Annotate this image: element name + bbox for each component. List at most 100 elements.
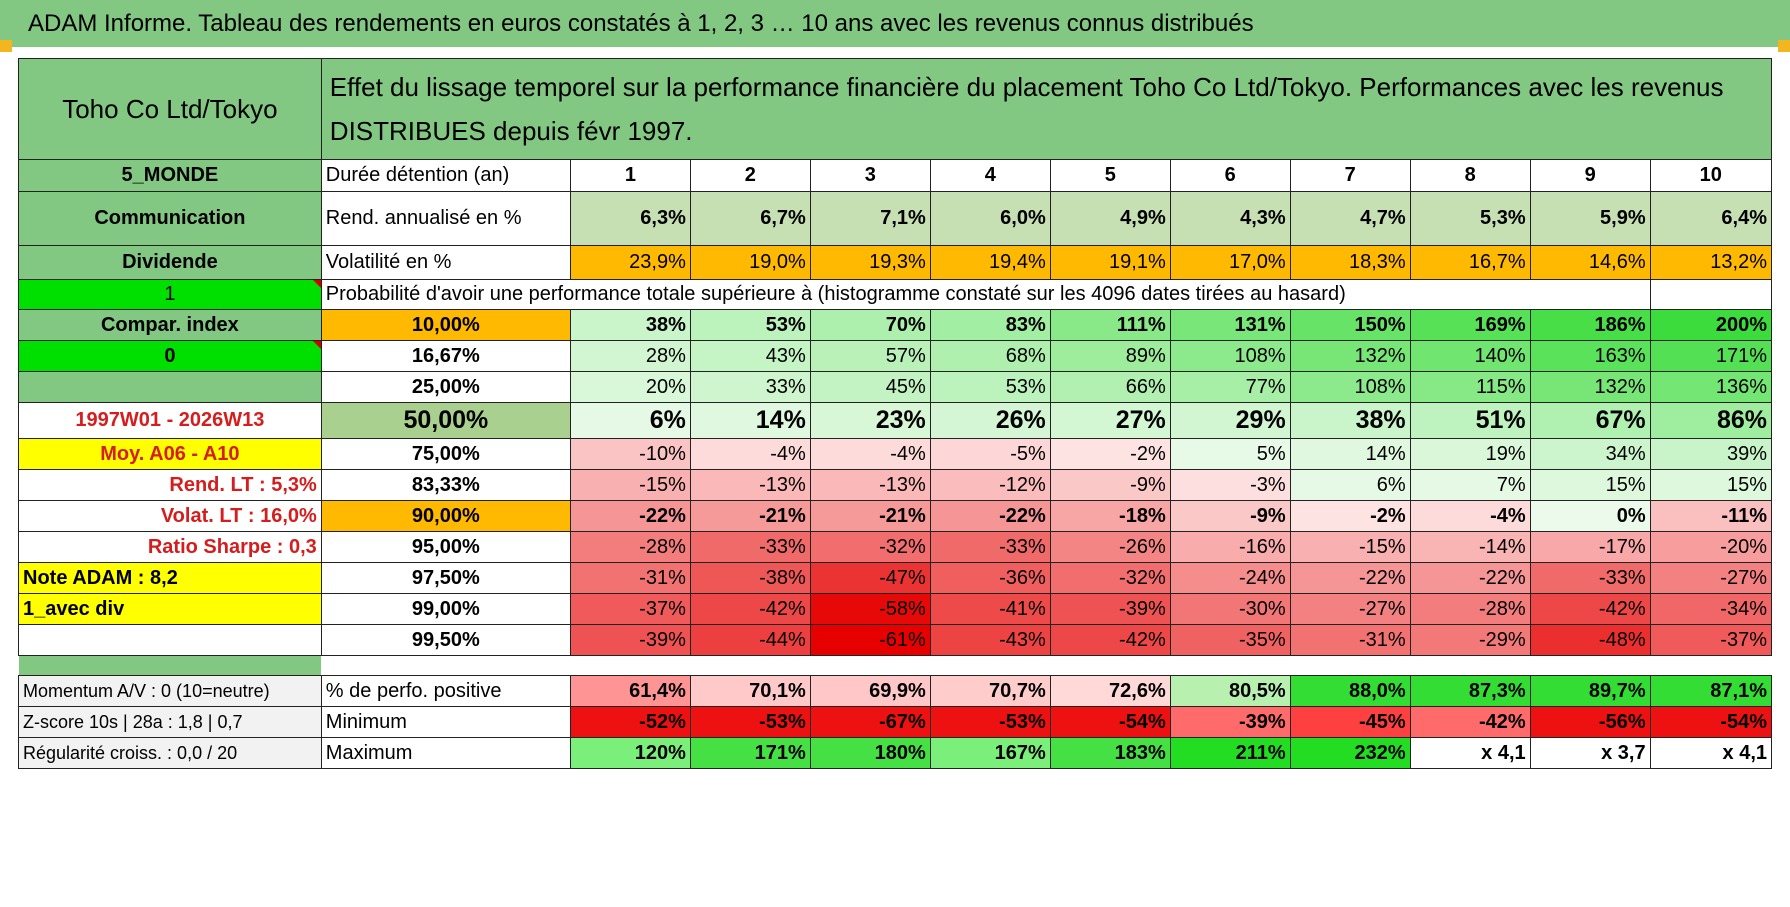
minimum-value: -45% [1289,706,1411,738]
prob-value: -13% [689,469,811,501]
prob-value: -4% [809,438,931,470]
prob-value: 136% [1649,371,1773,403]
prob-value: 0% [1529,500,1651,532]
volat-lt-label: Volat. LT : 16,0% [18,500,322,532]
prob-value: 140% [1409,340,1531,372]
rend-value: 6,0% [929,191,1051,246]
prob-value: -39% [1049,593,1171,625]
prob-value: -34% [1649,593,1773,625]
year-header: 2 [689,159,811,192]
rend-value: 4,3% [1169,191,1291,246]
prob-value: -12% [929,469,1051,501]
minimum-value: -54% [1049,706,1171,738]
prob-value: 53% [689,309,811,341]
prob-value: 108% [1289,371,1411,403]
prob-value: 83% [929,309,1051,341]
positive-value: 72,6% [1049,675,1171,707]
prob-threshold: 50,00% [320,402,571,439]
prob-value: 15% [1529,469,1651,501]
dividend-label: Dividende [18,245,322,280]
prob-value: 20% [569,371,691,403]
year-header: 6 [1169,159,1291,192]
prob-value: -26% [1049,531,1171,563]
prob-value: -2% [1289,500,1411,532]
spacer-row [18,655,1772,676]
prob-value: 132% [1529,371,1651,403]
prob-value: -9% [1169,500,1291,532]
prob-value: -10% [569,438,691,470]
prob-value: -22% [929,500,1051,532]
maximum-value: x 4,1 [1409,737,1531,769]
prob-value: 171% [1649,340,1773,372]
table-description: Effet du lissage temporel sur la perform… [320,58,1773,160]
prob-row: Compar. index 10,00% 38% 53% 70% 83% 111% 131% 1… [18,309,1773,341]
prob-value: -14% [1409,531,1531,563]
duration-row: 5_MONDE Durée détention (an) 1 2 3 4 5 6 7 8 9 10 [18,159,1773,192]
positive-value: 70,1% [689,675,811,707]
momentum-label: Momentum A/V : 0 (10=neutre) [18,675,322,707]
summary-label: Minimum [320,706,571,738]
prob-value: -35% [1169,624,1291,656]
maximum-value: 167% [929,737,1051,769]
summary-label: % de perfo. positive [320,675,571,707]
positive-value: 80,5% [1169,675,1291,707]
prob-header-row: 1 Probabilité d'avoir une performance to… [18,279,1773,310]
prob-value: -22% [1409,562,1531,594]
maximum-value: x 3,7 [1529,737,1651,769]
prob-value: -42% [689,593,811,625]
prob-value: 86% [1649,402,1773,439]
prob-value: -22% [1289,562,1411,594]
prob-value: 7% [1409,469,1531,501]
year-header: 1 [569,159,691,192]
rend-value: 6,4% [1649,191,1773,246]
returns-table: Toho Co Ltd/Tokyo Effet du lissage tempo… [18,58,1773,769]
prob-value: -2% [1049,438,1171,470]
prob-threshold: 75,00% [320,438,571,470]
rend-value: 5,9% [1529,191,1651,246]
prob-threshold: 99,00% [320,593,571,625]
prob-value: 51% [1409,402,1531,439]
prob-value: 19% [1409,438,1531,470]
corner-marker-right [1778,40,1790,52]
prob-value: 45% [809,371,931,403]
prob-value: 57% [809,340,931,372]
prob-value: -29% [1409,624,1531,656]
prob-threshold: 99,50% [320,624,571,656]
prob-value: 27% [1049,402,1171,439]
maximum-value: 171% [689,737,811,769]
sector-label: Communication [18,191,322,246]
year-header: 9 [1529,159,1651,192]
compar-index-label: Compar. index [18,309,322,341]
volat-value: 23,9% [569,245,691,280]
asset-name: Toho Co Ltd/Tokyo [18,58,322,160]
volat-value: 19,4% [929,245,1051,280]
positive-value: 88,0% [1289,675,1411,707]
prob-value: -38% [689,562,811,594]
prob-value: -18% [1049,500,1171,532]
prob-row: 1997W01 - 2026W13 50,00% 6% 14% 23% 26% 27% 29%… [18,402,1773,439]
maximum-value: 211% [1169,737,1291,769]
prob-value: -27% [1289,593,1411,625]
year-header: 7 [1289,159,1411,192]
summary-row: Z-score 10s | 28a : 1,8 | 0,7 Minimum -52%… [18,706,1773,738]
volat-value: 19,3% [809,245,931,280]
prob-value: -24% [1169,562,1291,594]
prob-value: -44% [689,624,811,656]
prob-value: -9% [1049,469,1171,501]
spacer-cell [321,655,1772,676]
prob-threshold: 10,00% [320,309,571,341]
prob-value: 15% [1649,469,1773,501]
minimum-value: -42% [1409,706,1531,738]
prob-value: 131% [1169,309,1291,341]
year-header: 3 [809,159,931,192]
prob-value: -48% [1529,624,1651,656]
volat-value: 13,2% [1649,245,1773,280]
year-header: 5 [1049,159,1171,192]
prob-value: 150% [1289,309,1411,341]
prob-value: 115% [1409,371,1531,403]
prob-row: 1_avec div 99,00% -37% -42% -58% -41% -39% -30%… [18,593,1773,625]
prob-value: 186% [1529,309,1651,341]
blank-label [18,371,322,403]
positive-value: 69,9% [809,675,931,707]
spacer-cell [18,655,322,676]
